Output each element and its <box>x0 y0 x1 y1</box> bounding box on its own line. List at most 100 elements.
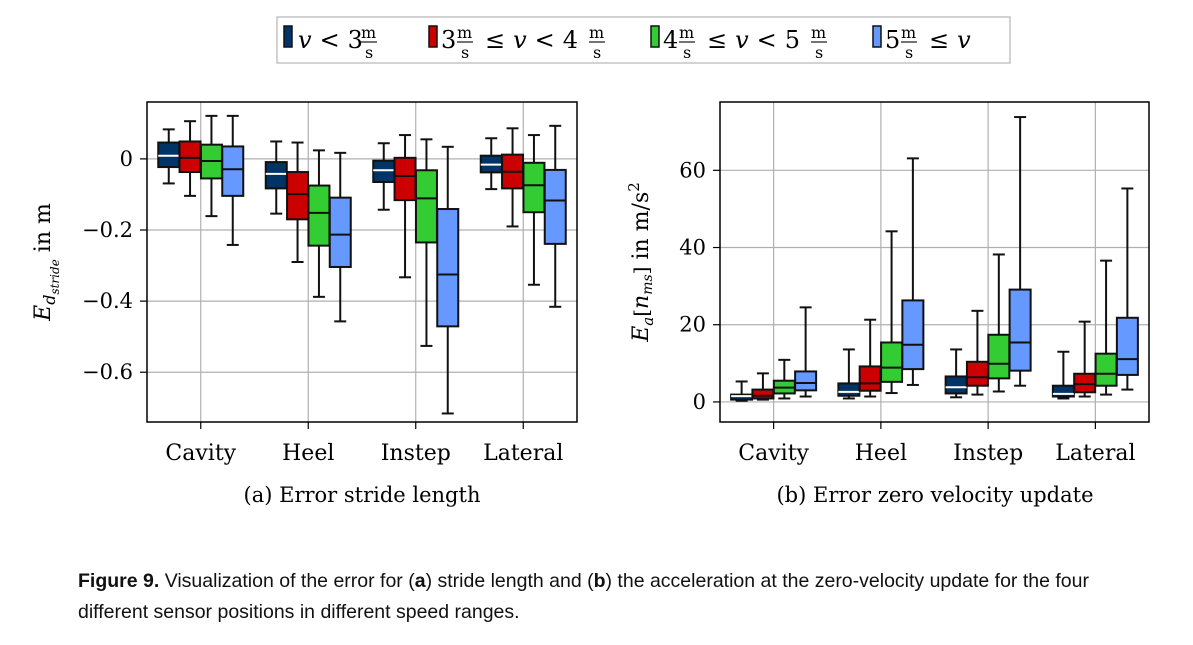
legend-label-3b: ≤ v <5 <box>707 26 800 54</box>
box-heel-series-4 <box>328 151 352 323</box>
chart-a-stride-length: 0 −0.2 −0.4 −0.6 Cavity Heel Instep Lateral Eds… <box>31 101 578 507</box>
box-heel-series-1 <box>264 140 288 215</box>
box-heel-series-3 <box>307 149 331 298</box>
legend-frac-m-1: m <box>361 23 376 42</box>
x-tick-label-instep: Instep <box>381 441 451 466</box>
x-tick-label-heel: Heel <box>855 441 907 466</box>
box-instep-series-3 <box>414 138 438 347</box>
box-instep-series-4 <box>436 145 460 415</box>
legend-swatch-2 <box>428 25 438 48</box>
box-cavity-series-2 <box>178 120 202 197</box>
chart-b-caption: (b) Error zero velocity update <box>776 483 1093 507</box>
y-tick-label: −0.4 <box>82 289 133 313</box>
legend-item-4: 5 m s ≤ v <box>872 23 971 62</box>
legend-label-4a: 5 <box>885 26 900 54</box>
box-iqr <box>414 169 438 244</box>
legend-item-2: 3 m s ≤ v <4 m s <box>428 23 605 62</box>
box-iqr <box>837 382 861 397</box>
y-tick-label: 60 <box>679 158 706 182</box>
box-cavity-series-3 <box>772 358 796 400</box>
legend-swatch-1 <box>283 25 293 48</box>
legend-label-4b: ≤ v <box>929 26 971 54</box>
box-iqr <box>858 365 882 392</box>
box-iqr <box>307 184 331 247</box>
box-instep-series-2 <box>393 134 417 279</box>
box-lateral-series-2 <box>1073 320 1097 398</box>
x-tick-label-lateral: Lateral <box>1055 441 1135 466</box>
box-iqr <box>880 341 904 383</box>
box-cavity-series-4 <box>221 114 245 246</box>
figure-caption: Figure 9. Visualization of the error for… <box>78 566 1128 628</box>
y-tick-label: 0 <box>120 147 133 171</box>
x-tick-label-instep: Instep <box>953 441 1023 466</box>
box-heel-series-4 <box>901 157 925 386</box>
box-heel-series-2 <box>858 318 882 398</box>
box-lateral-series-4 <box>543 124 567 308</box>
legend-frac-m-2a: m <box>457 23 472 42</box>
box-cavity-series-1 <box>157 128 181 185</box>
box-iqr <box>436 208 460 328</box>
x-tick-label-cavity: Cavity <box>165 441 236 466</box>
chart-a-ticks: 0 −0.2 −0.4 −0.6 Cavity Heel Instep Lateral <box>82 147 563 466</box>
legend-frame <box>276 16 1011 64</box>
legend-label-2b: ≤ v <4 <box>485 26 578 54</box>
box-iqr <box>264 161 288 190</box>
legend-label-3a: 4 <box>663 26 678 54</box>
y-tick-label: −0.2 <box>82 218 133 242</box>
legend-item-1: v <3 m s <box>283 23 377 62</box>
x-tick-label-lateral: Lateral <box>483 441 563 466</box>
box-cavity-series-4 <box>794 306 818 398</box>
chart-b-boxes <box>730 116 1139 402</box>
legend-frac-m-3b: m <box>811 23 826 42</box>
box-lateral-series-1 <box>479 137 503 191</box>
legend-swatch-4 <box>872 25 882 48</box>
chart-a-frame <box>146 101 578 423</box>
caption-a: a <box>414 570 426 592</box>
legend-swatch-3 <box>650 25 660 48</box>
chart-a-y-axis-label: Edstride in m <box>31 203 62 322</box>
legend-frac-s-3a: s <box>683 43 691 62</box>
y-tick-label: 20 <box>679 313 706 337</box>
box-heel-series-3 <box>880 230 904 395</box>
chart-b-frame <box>719 101 1150 423</box>
box-iqr <box>372 159 396 184</box>
y-tick-label: 40 <box>679 236 706 260</box>
box-iqr <box>522 161 546 214</box>
box-lateral-series-3 <box>522 134 546 286</box>
box-instep-series-1 <box>944 348 968 399</box>
box-iqr <box>328 196 352 268</box>
box-instep-series-2 <box>965 309 989 396</box>
box-iqr <box>944 375 968 395</box>
legend-frac-s-3b: s <box>815 43 823 62</box>
box-iqr <box>987 333 1011 380</box>
caption-text-2: ) stride length and ( <box>425 570 594 592</box>
caption-b: b <box>593 570 606 592</box>
legend-label-1: v <3 <box>298 26 363 54</box>
y-tick-label: −0.6 <box>82 360 133 384</box>
box-heel-series-2 <box>286 141 310 263</box>
box-iqr <box>221 145 245 197</box>
legend-frac-s-2b: s <box>593 43 601 62</box>
legend-frac-m-4: m <box>901 23 916 42</box>
caption-text-1: Visualization of the error for ( <box>159 570 415 592</box>
chart-a-caption: (a) Error stride length <box>244 483 481 507</box>
legend-frac-m-2b: m <box>589 23 604 42</box>
chart-b-ticks: 0 20 40 60 Cavity Heel Instep Lateral <box>679 158 1135 466</box>
box-iqr <box>1051 384 1075 398</box>
legend-item-3: 4 m s ≤ v <5 m s <box>650 23 827 62</box>
caption-text-3: ) the acceleration at the zero-velocity … <box>78 570 1089 623</box>
x-tick-label-heel: Heel <box>282 441 334 466</box>
legend-frac-m-3a: m <box>679 23 694 42</box>
box-iqr <box>1073 372 1097 394</box>
box-iqr <box>1115 316 1139 376</box>
box-iqr <box>965 360 989 387</box>
box-lateral-series-1 <box>1051 350 1075 400</box>
legend-label-2a: 3 <box>441 26 456 54</box>
box-instep-series-4 <box>1008 116 1032 387</box>
legend-frac-s-2a: s <box>461 43 469 62</box>
box-instep-series-3 <box>987 253 1011 393</box>
y-tick-label: 0 <box>693 390 706 414</box>
box-cavity-series-2 <box>751 372 775 401</box>
box-lateral-series-2 <box>501 127 525 228</box>
